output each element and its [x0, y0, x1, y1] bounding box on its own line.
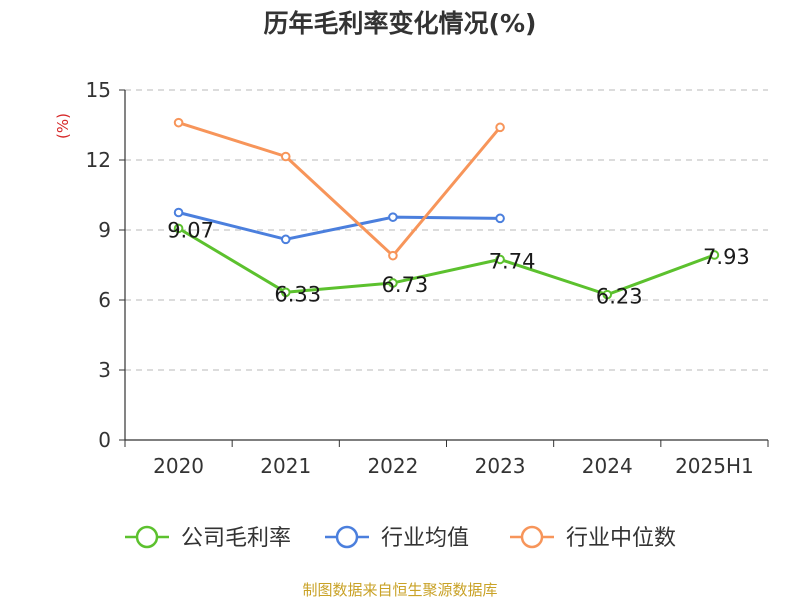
data-point-0-5 [709, 250, 720, 260]
x-tick-label-2020: 2020 [153, 454, 204, 478]
y-tick-label-15: 15 [86, 78, 111, 102]
x-tick-label-2022: 2022 [367, 454, 418, 478]
legend-item-0[interactable]: 公司毛利率 [125, 525, 291, 551]
data-point-2-3 [495, 122, 505, 133]
data-point-0-3 [495, 254, 505, 265]
legend-swatch-marker [520, 525, 544, 549]
data-point-1-2 [388, 212, 398, 222]
legend: 公司毛利率 行业均值 行业中位数 [125, 525, 676, 551]
grid-lines [125, 89, 768, 371]
series-lines [177, 121, 715, 297]
data-label-2: 6.73 [382, 273, 429, 297]
y-axis-label: (%) [54, 113, 72, 139]
data-point-2-1 [280, 151, 291, 162]
y-tick-label-9: 9 [98, 218, 111, 242]
axes: 0 3 6 9 12 15 (%) 2020 2021 2022 2023 2024 2025H1 [54, 78, 769, 478]
data-label-3: 7.74 [489, 249, 536, 273]
legend-swatch-marker [335, 525, 359, 549]
source-note: 制图数据来自恒生聚源数据库 [302, 581, 498, 599]
y-tick-label-0: 0 [98, 428, 111, 452]
x-tick-label-2021: 2021 [260, 454, 311, 478]
x-tick-label-2025H1: 2025H1 [675, 454, 754, 478]
data-label-5: 7.93 [703, 245, 750, 269]
legend-item-1[interactable]: 行业均值 [325, 525, 469, 551]
chart-title: 历年毛利率变化情况(%) [263, 9, 537, 38]
data-point-2-0 [173, 117, 184, 128]
series-line-2 [178, 121, 502, 258]
x-tick-label-2024: 2024 [582, 454, 633, 478]
legend-label-2: 行业中位数 [566, 526, 676, 551]
series-line-0 [177, 227, 715, 297]
legend-swatch-marker [135, 525, 159, 549]
data-labels: 9.07 6.33 6.73 7.74 6.23 7.93 [167, 218, 750, 308]
data-point-1-3 [495, 213, 505, 224]
legend-label-0: 公司毛利率 [181, 526, 291, 551]
data-point-1-0 [173, 207, 184, 218]
y-tick-label-6: 6 [98, 288, 111, 312]
data-label-1: 6.33 [274, 282, 321, 306]
y-tick-label-12: 12 [86, 148, 111, 172]
data-point-0-4 [602, 289, 613, 300]
data-point-0-0 [173, 223, 184, 234]
data-point-1-1 [280, 234, 291, 245]
legend-label-1: 行业均值 [381, 526, 469, 551]
legend-item-2[interactable]: 行业中位数 [510, 525, 676, 551]
series-line-1 [178, 211, 501, 241]
data-label-4: 6.23 [596, 285, 643, 309]
x-tick-label-2023: 2023 [475, 454, 526, 478]
data-point-0-2 [388, 278, 398, 288]
y-tick-label-3: 3 [98, 358, 111, 382]
data-point-2-2 [388, 250, 398, 261]
series-points [173, 117, 720, 300]
data-label-0: 9.07 [167, 218, 214, 242]
data-point-0-1 [280, 287, 291, 298]
